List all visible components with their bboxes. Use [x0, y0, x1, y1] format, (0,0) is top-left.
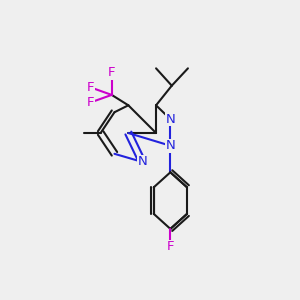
Text: F: F [108, 67, 116, 80]
Text: N: N [166, 139, 175, 152]
Text: N: N [166, 113, 175, 126]
Text: N: N [137, 155, 147, 168]
Text: F: F [87, 96, 95, 109]
Text: F: F [87, 81, 95, 94]
Text: F: F [167, 240, 174, 253]
